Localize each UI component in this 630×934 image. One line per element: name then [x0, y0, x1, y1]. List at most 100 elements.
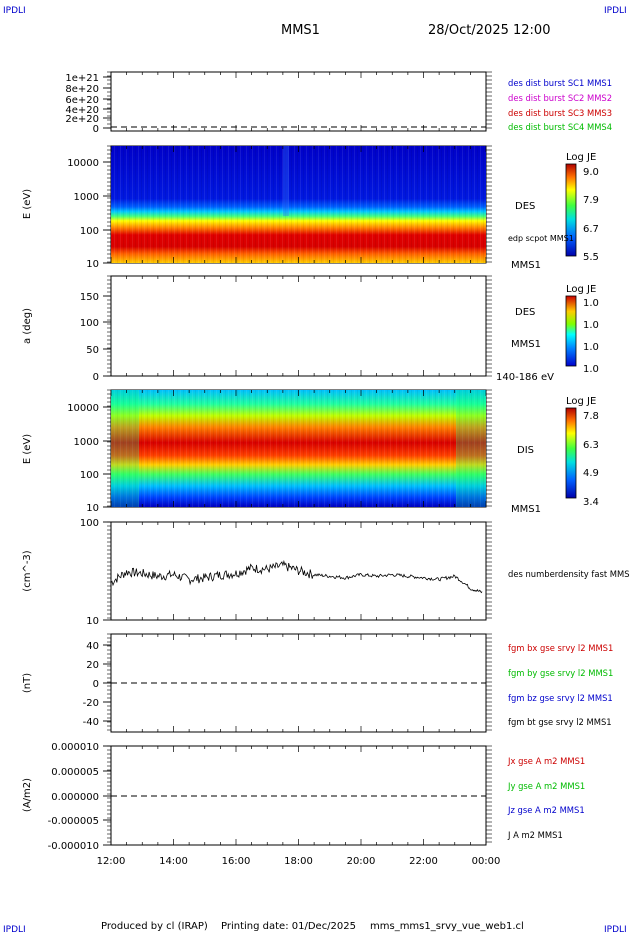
des-spectrogram-texture: [111, 146, 486, 263]
y-tick-label: -0.000010: [48, 841, 99, 852]
legend-entry: fgm bx gse srvy l2 MMS1: [508, 643, 613, 653]
colorbar-tick: 1.0: [583, 298, 599, 309]
y-tick-label: 0: [93, 124, 99, 135]
colorbar-tick: 7.8: [583, 411, 599, 422]
panel-frame: [110, 745, 487, 846]
time-axis-label: 12:00: [97, 856, 126, 867]
dis-spectrogram-texture: [111, 390, 486, 507]
corner-label-top-left: IPDLI: [3, 6, 26, 16]
legend-entry: Jx gse A m2 MMS1: [507, 756, 585, 766]
y-axis-label: a (deg): [22, 308, 33, 344]
y-tick-label: 0.000000: [51, 792, 99, 803]
y-tick-label: 10000: [67, 403, 99, 414]
footer-printing-date: Printing date: 01/Dec/2025: [221, 921, 356, 932]
y-axis-label: (A/m2): [22, 778, 33, 812]
colorbar-scale: [565, 407, 577, 499]
y-tick-label: 40: [86, 641, 99, 652]
colorbar-scale: [565, 163, 577, 257]
colorbar-tick: 1.0: [583, 342, 599, 353]
colorbar-tick: 5.5: [583, 252, 599, 263]
corner-label-bottom-left: IPDLI: [3, 925, 26, 934]
panel4-spacecraft-label: MMS1: [511, 504, 541, 515]
y-axis-label: (cm^-3): [22, 550, 33, 591]
colorbar-scale: [565, 295, 577, 367]
panel2-instrument-label: DES: [515, 201, 535, 212]
y-axis-label: (nT): [22, 673, 33, 693]
colorbar-tick: 3.4: [583, 497, 599, 508]
time-axis-label: 00:00: [472, 856, 501, 867]
y-tick-label: -0.000005: [48, 816, 99, 827]
legend-entry: des dist burst SC2 MMS2: [508, 93, 612, 103]
panel3-energy-range: 140-186 eV: [496, 372, 554, 383]
y-tick-label: -20: [83, 698, 99, 709]
y-tick-label: 100: [80, 518, 99, 529]
legend-entry: Jz gse A m2 MMS1: [507, 805, 585, 815]
colorbar-tick: 1.0: [583, 320, 599, 331]
colorbar-title: Log JE: [566, 396, 596, 407]
panel3-instrument-label: DES: [515, 307, 535, 318]
colorbar-tick: 7.9: [583, 195, 599, 206]
colorbar-tick: 4.9: [583, 468, 599, 479]
legend-entry: des dist burst SC1 MMS1: [508, 78, 612, 88]
y-tick-label: 150: [80, 292, 99, 303]
y-tick-label: 10: [86, 616, 99, 627]
legend-entry: des numberdensity fast MMS1: [508, 569, 630, 579]
colorbar-des-energy: Log JE 9.0 7.9 6.7 5.5: [565, 152, 599, 263]
y-tick-label: 0: [93, 372, 99, 383]
time-axis-label: 20:00: [347, 856, 376, 867]
y-tick-label: 1000: [74, 192, 99, 203]
panel4-instrument-label: DIS: [517, 445, 534, 456]
panel2-overlay-label: edp scpot MMS1: [508, 234, 574, 243]
legend-entry: des dist burst SC3 MMS3: [508, 108, 612, 118]
legend-entry: Jy gse A m2 MMS1: [507, 781, 585, 791]
y-tick-label: 100: [80, 318, 99, 329]
dis-spectrogram-edge-left: [111, 390, 139, 507]
colorbar-title: Log JE: [566, 284, 596, 295]
legend-entry: des dist burst SC4 MMS4: [508, 122, 612, 132]
y-axis-label: E (eV): [22, 434, 33, 464]
panel3-spacecraft-label: MMS1: [511, 339, 541, 350]
traces-layer: [110, 126, 486, 797]
footer-producer: Produced by cl (IRAP): [101, 921, 208, 932]
colorbar-tick: 6.7: [583, 224, 599, 235]
y-tick-label: 100: [80, 226, 99, 237]
axes-layer: 1e+218e+206e+204e+202e+20010000100010010…: [22, 71, 501, 867]
time-axis-label: 18:00: [284, 856, 313, 867]
colorbar-tick: 1.0: [583, 364, 599, 375]
panel2-spacecraft-label: MMS1: [511, 260, 541, 271]
panel-frame: [110, 275, 487, 377]
y-tick-label: 8e+20: [65, 84, 99, 95]
colorbar-des-pitch: Log JE 1.0 1.0 1.0 1.0: [565, 284, 599, 375]
panel-frame: [110, 521, 487, 621]
y-tick-label: 2e+20: [65, 114, 99, 125]
colorbar-title: Log JE: [566, 152, 596, 163]
colorbar-tick: 9.0: [583, 167, 599, 178]
footer-filename: mms_mms1_srvy_vue_web1.cl: [370, 921, 524, 932]
des-spectrogram-streak: [283, 146, 289, 216]
y-tick-label: 50: [86, 345, 99, 356]
y-tick-label: 100: [80, 470, 99, 481]
panel-frame: [110, 71, 487, 132]
corner-label-top-right: IPDLI: [604, 6, 627, 16]
y-tick-label: 10000: [67, 158, 99, 169]
time-axis-label: 22:00: [409, 856, 438, 867]
legends-layer: des dist burst SC1 MMS1 des dist burst SC…: [507, 78, 630, 840]
y-tick-label: 1000: [74, 437, 99, 448]
y-tick-label: 1e+21: [65, 73, 99, 84]
legend-entry: fgm by gse srvy l2 MMS1: [508, 668, 613, 678]
legend-entry: fgm bz gse srvy l2 MMS1: [508, 693, 613, 703]
y-tick-label: 20: [86, 660, 99, 671]
y-tick-label: -40: [83, 717, 99, 728]
y-tick-label: 6e+20: [65, 95, 99, 106]
y-tick-label: 10: [86, 259, 99, 270]
legend-entry: J A m2 MMS1: [507, 830, 563, 840]
dis-spectrogram-edge-right: [456, 390, 486, 507]
mission-title: MMS1: [281, 23, 320, 38]
legend-entry: fgm bt gse srvy l2 MMS1: [508, 717, 612, 727]
y-tick-label: 10: [86, 503, 99, 514]
time-axis-label: 16:00: [222, 856, 251, 867]
y-tick-label: 4e+20: [65, 105, 99, 116]
y-axis-label: E (eV): [22, 189, 33, 219]
time-axis-label: 14:00: [159, 856, 188, 867]
